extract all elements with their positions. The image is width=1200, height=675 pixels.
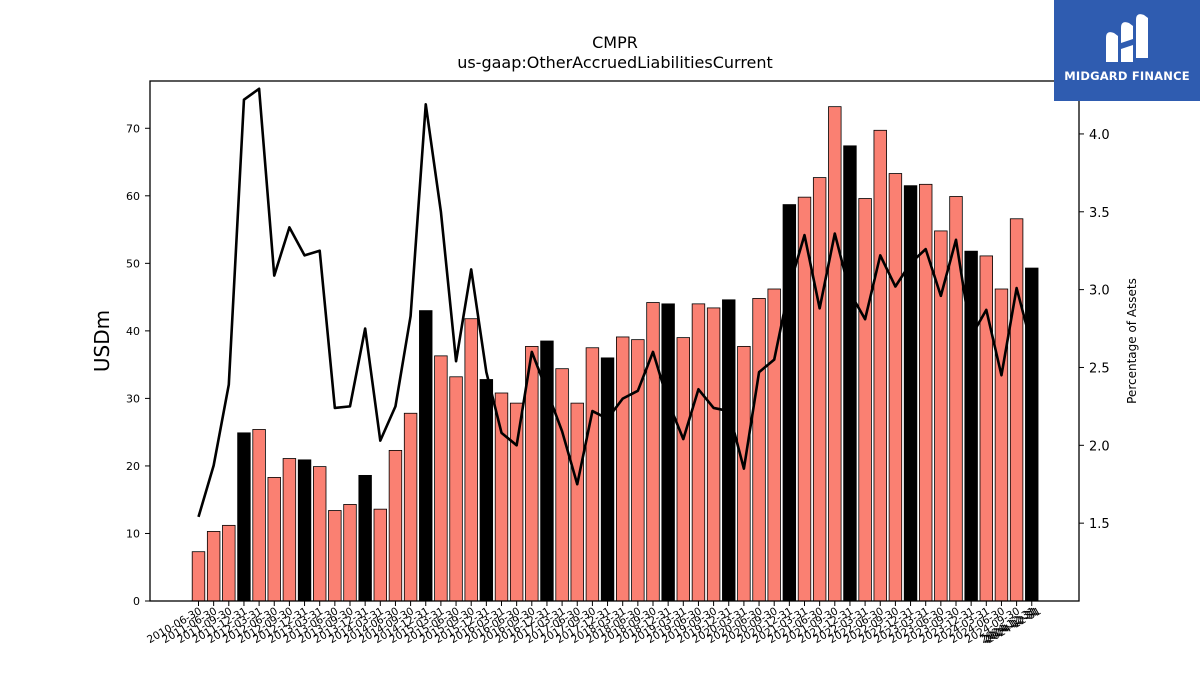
y-axis-right: 1.5 2.0 2.5 3.0 3.5 4.0: [1079, 128, 1110, 532]
x-axis: 2010-06-302011-06-302011-09-302011-12-31…: [145, 601, 1043, 646]
bar: [312, 466, 327, 602]
y2-tick-label: 4.0: [1089, 128, 1110, 143]
bar: [570, 402, 584, 602]
bar: [434, 355, 448, 602]
y2-tick-label: 3.5: [1089, 206, 1110, 221]
bar: [1009, 218, 1024, 602]
y-tick-label: 30: [126, 392, 140, 405]
bar: [373, 508, 388, 602]
y-axis-left: 0 10 20 30 40 50 60 70: [126, 122, 150, 608]
bar: [252, 429, 266, 602]
bar: [403, 412, 418, 602]
bar: [585, 347, 600, 602]
y-tick-label: 60: [126, 190, 140, 203]
bar: [873, 129, 887, 602]
y2-tick-label: 1.5: [1089, 517, 1110, 532]
bar: [600, 357, 615, 602]
brand-name: MIDGARD FINANCE: [1064, 69, 1190, 83]
bar: [616, 336, 630, 602]
bar: [206, 531, 221, 602]
y2-tick-label: 2.5: [1089, 361, 1110, 376]
midgard-logo-icon: [1106, 14, 1148, 63]
bar: [782, 204, 797, 602]
bar: [222, 524, 236, 602]
bar: [919, 183, 933, 602]
bar: [297, 459, 312, 602]
chart-title: CMPR: [592, 33, 638, 52]
y-tick-label: 10: [126, 527, 140, 540]
plot-frame: [149, 80, 1080, 602]
bar: [479, 379, 494, 602]
bar: [419, 310, 433, 602]
bar: [979, 255, 994, 602]
bar: [691, 303, 706, 602]
bar: [888, 173, 903, 602]
bar: [646, 302, 660, 602]
bar: [737, 345, 751, 602]
bar-series: [191, 106, 1039, 602]
y-axis-label: USDm: [90, 310, 114, 372]
y-tick-label: 50: [126, 257, 140, 270]
bar: [449, 376, 463, 602]
bar: [1025, 267, 1039, 602]
bar: [858, 198, 872, 602]
bar: [191, 551, 206, 602]
bar: [388, 449, 403, 602]
bar: [812, 177, 827, 602]
y-tick-label: 20: [126, 460, 140, 473]
y2-tick-label: 3.0: [1089, 284, 1110, 299]
y-tick-label: 40: [126, 325, 140, 338]
bar: [994, 288, 1009, 602]
bar: [267, 477, 281, 602]
y2-tick-label: 2.0: [1089, 439, 1110, 454]
bar: [828, 106, 842, 602]
y2-axis-label: Percentage of Assets: [1125, 278, 1139, 404]
bar: [343, 504, 357, 602]
bar: [358, 474, 372, 602]
bar: [722, 299, 736, 602]
bar: [843, 145, 857, 602]
percentage-line: [197, 87, 1034, 518]
bar: [509, 402, 524, 602]
bar: [464, 318, 478, 602]
bar: [752, 298, 766, 602]
bar: [494, 392, 509, 602]
bar: [237, 432, 251, 602]
bar: [903, 185, 918, 602]
bar: [676, 337, 691, 602]
chart-subtitle: us-gaap:OtherAccruedLiabilitiesCurrent: [457, 53, 773, 72]
bar: [282, 458, 297, 602]
bar: [555, 368, 569, 602]
brand-logo: MIDGARD FINANCE: [1054, 0, 1200, 101]
bar: [661, 303, 675, 602]
bar: [706, 307, 721, 602]
y-tick-label: 0: [133, 595, 140, 608]
y-tick-label: 70: [126, 122, 140, 135]
bar: [328, 510, 342, 602]
line-series: [197, 87, 1034, 518]
